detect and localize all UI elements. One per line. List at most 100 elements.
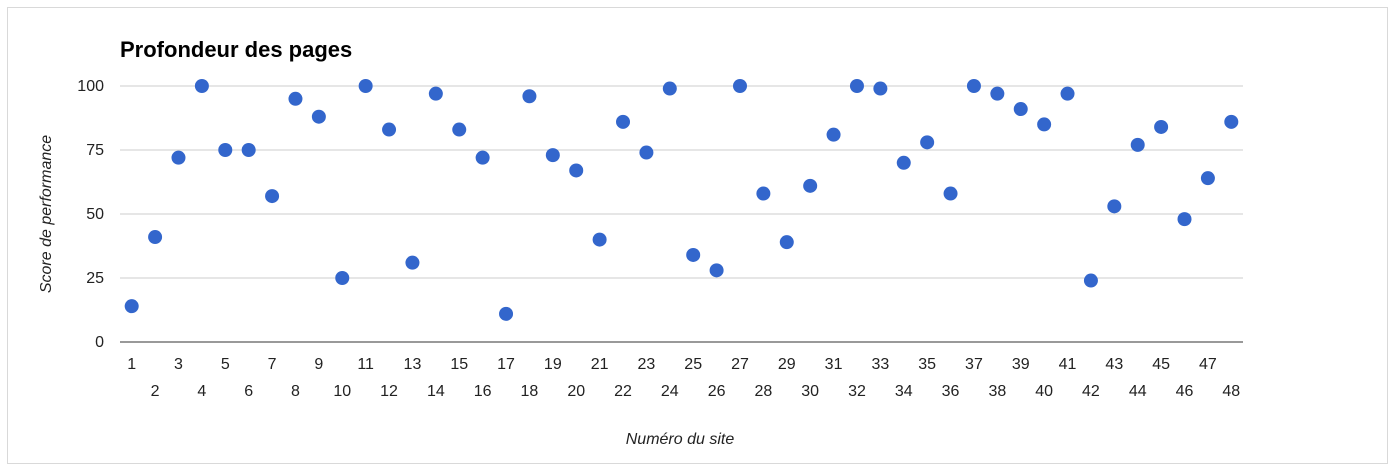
x-tick-label: 42 (1082, 383, 1100, 400)
x-tick-label: 22 (614, 383, 632, 400)
x-tick-label: 30 (801, 383, 819, 400)
data-points (124, 79, 1239, 321)
x-tick-label: 31 (825, 356, 843, 373)
x-tick-label: 9 (314, 356, 323, 373)
data-point[interactable] (1177, 212, 1192, 227)
x-tick-label: 1 (127, 356, 136, 373)
y-tick-label: 100 (77, 78, 104, 95)
x-tick-label: 2 (151, 383, 160, 400)
x-tick-label: 28 (754, 383, 772, 400)
data-point[interactable] (896, 155, 911, 170)
data-point[interactable] (616, 114, 631, 129)
y-tick-labels: 0 25 50 75 100 (77, 78, 104, 351)
x-tick-label: 34 (895, 383, 913, 400)
x-tick-label: 14 (427, 383, 445, 400)
x-tick-label: 24 (661, 383, 679, 400)
x-tick-label: 10 (333, 383, 351, 400)
data-point[interactable] (803, 178, 818, 193)
data-point[interactable] (1154, 119, 1169, 134)
data-point[interactable] (452, 122, 467, 137)
data-point[interactable] (1224, 114, 1239, 129)
data-point[interactable] (990, 86, 1005, 101)
data-point[interactable] (966, 79, 981, 93)
data-point[interactable] (382, 122, 397, 137)
chart-title: Profondeur des pages (120, 37, 352, 62)
x-tick-label: 37 (965, 356, 983, 373)
x-tick-label: 13 (404, 356, 422, 373)
data-point[interactable] (405, 255, 420, 270)
x-tick-label: 43 (1105, 356, 1123, 373)
x-tick-label: 38 (988, 383, 1006, 400)
x-tick-label: 3 (174, 356, 183, 373)
y-tick-label: 25 (86, 270, 104, 287)
data-point[interactable] (592, 232, 607, 247)
y-axis-label: Score de performance (38, 135, 55, 293)
data-point[interactable] (826, 127, 841, 142)
data-point[interactable] (311, 109, 326, 124)
data-point[interactable] (194, 79, 209, 93)
x-tick-label: 4 (197, 383, 206, 400)
data-point[interactable] (1013, 102, 1028, 117)
data-point[interactable] (288, 91, 303, 106)
data-point[interactable] (943, 186, 958, 201)
data-point[interactable] (709, 263, 724, 278)
x-tick-label: 20 (567, 383, 585, 400)
x-tick-label: 21 (591, 356, 609, 373)
x-tick-label: 23 (638, 356, 656, 373)
data-point[interactable] (1130, 137, 1145, 152)
x-tick-label: 39 (1012, 356, 1030, 373)
x-tick-label: 46 (1176, 383, 1194, 400)
data-point[interactable] (218, 143, 233, 157)
x-tick-label: 47 (1199, 356, 1217, 373)
data-point[interactable] (779, 235, 794, 250)
x-tick-label: 25 (684, 356, 702, 373)
x-tick-label: 11 (357, 356, 374, 373)
y-tick-label: 75 (86, 142, 104, 159)
x-tick-label: 7 (268, 356, 277, 373)
data-point[interactable] (171, 150, 186, 165)
data-point[interactable] (639, 145, 654, 160)
x-tick-label: 26 (708, 383, 726, 400)
data-point[interactable] (335, 271, 350, 285)
data-point[interactable] (499, 306, 514, 321)
x-tick-label: 17 (497, 356, 515, 373)
data-point[interactable] (522, 89, 537, 104)
data-point[interactable] (662, 81, 677, 96)
data-point[interactable] (241, 143, 256, 157)
data-point[interactable] (1083, 273, 1098, 288)
x-tick-label: 5 (221, 356, 230, 373)
data-point[interactable] (475, 150, 490, 165)
x-tick-label: 33 (871, 356, 889, 373)
data-point[interactable] (124, 299, 139, 314)
x-tick-label: 6 (244, 383, 253, 400)
x-tick-label: 45 (1152, 356, 1170, 373)
x-tick-label: 44 (1129, 383, 1147, 400)
data-point[interactable] (265, 189, 280, 204)
data-point[interactable] (545, 148, 560, 163)
data-point[interactable] (873, 81, 888, 96)
x-axis-label: Numéro du site (626, 431, 735, 448)
data-point[interactable] (1200, 171, 1215, 186)
data-point[interactable] (358, 79, 373, 93)
data-point[interactable] (732, 79, 747, 93)
data-point[interactable] (686, 247, 701, 262)
x-tick-label: 8 (291, 383, 300, 400)
data-point[interactable] (1037, 117, 1052, 132)
y-tick-label: 0 (95, 334, 104, 351)
x-tick-label: 18 (521, 383, 539, 400)
data-point[interactable] (920, 135, 935, 150)
data-point[interactable] (569, 163, 584, 178)
x-tick-label: 19 (544, 356, 562, 373)
x-tick-label: 27 (731, 356, 749, 373)
x-tick-label: 15 (450, 356, 468, 373)
gridlines (120, 85, 1243, 343)
data-point[interactable] (428, 86, 443, 101)
data-point[interactable] (756, 186, 771, 201)
data-point[interactable] (1060, 86, 1075, 101)
data-point[interactable] (1107, 199, 1122, 214)
data-point[interactable] (148, 230, 163, 245)
chart-frame (7, 7, 1388, 464)
x-tick-label: 16 (474, 383, 492, 400)
data-point[interactable] (849, 79, 864, 93)
